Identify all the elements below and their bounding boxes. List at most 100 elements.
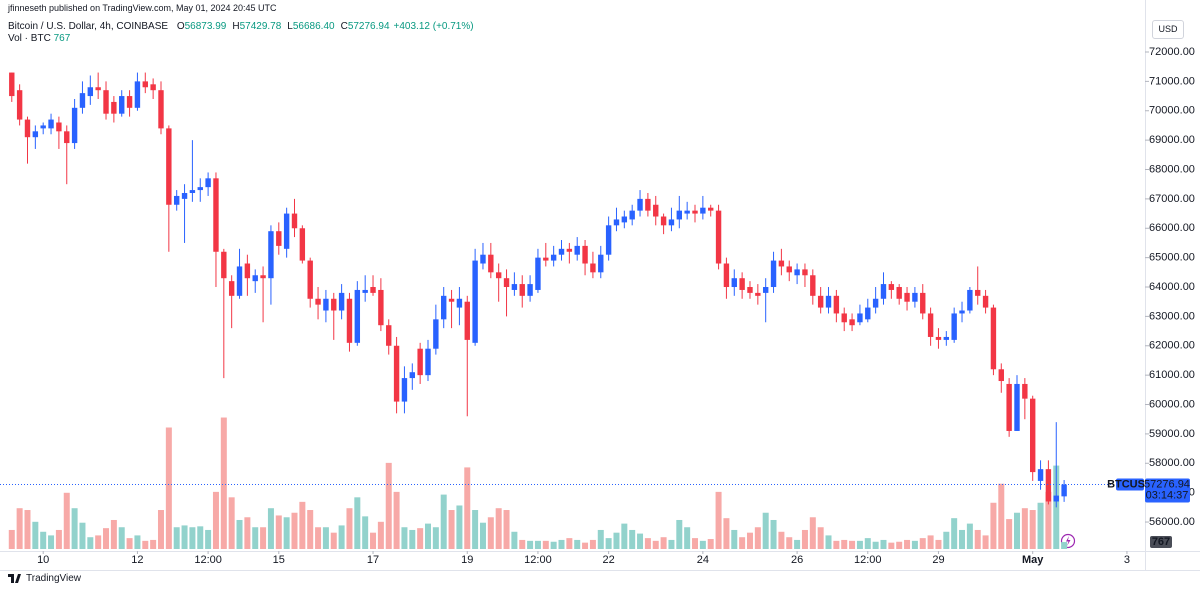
- x-tick-label: May: [1022, 554, 1044, 566]
- volume-bar: [275, 515, 282, 549]
- y-tick-label: 61000.00: [1149, 369, 1195, 381]
- x-tick-label: 17: [367, 554, 379, 566]
- candle-body: [228, 281, 235, 296]
- candle-body: [158, 90, 164, 129]
- candle-body: [920, 292, 926, 314]
- volume-legend: Vol · BTC 767: [8, 33, 70, 44]
- candle-body: [676, 210, 683, 220]
- volume-bar: [95, 535, 102, 549]
- volume-bar: [425, 523, 432, 549]
- candle-body: [865, 307, 871, 320]
- candle-body: [982, 295, 989, 308]
- ohlc-value: 56873.99: [184, 21, 227, 32]
- x-tick-label: 24: [697, 554, 709, 566]
- candle-body: [299, 228, 306, 261]
- volume-bar: [935, 539, 942, 549]
- volume-bar: [464, 467, 471, 549]
- volume-bar: [260, 527, 267, 549]
- volume-bar: [118, 527, 125, 549]
- volume-bar: [676, 519, 683, 549]
- volume-bar: [629, 529, 636, 549]
- candle-body: [9, 72, 15, 97]
- candle-body: [935, 336, 942, 340]
- volume-bar: [157, 510, 164, 549]
- candle-body: [574, 245, 580, 255]
- candle-body: [24, 119, 31, 138]
- volume-bar: [794, 539, 801, 549]
- volume-bar: [692, 538, 699, 549]
- candle-body: [770, 260, 777, 288]
- x-tick-label: 22: [602, 554, 614, 566]
- candle-body: [700, 207, 706, 214]
- volume-bar: [24, 510, 31, 549]
- countdown: 03:14:37: [1146, 489, 1189, 501]
- candle-body: [87, 87, 94, 97]
- volume-bar: [613, 532, 620, 549]
- volume-bar: [527, 540, 534, 549]
- volume-bar: [582, 542, 589, 549]
- volume-bar: [966, 523, 973, 549]
- volume-bar: [1006, 519, 1013, 549]
- volume-bar: [448, 510, 455, 549]
- candle-body: [134, 81, 141, 108]
- price-tag: 57276.94: [1144, 478, 1190, 490]
- volume-bar: [472, 510, 479, 549]
- currency-button[interactable]: USD: [1152, 20, 1184, 39]
- volume-bar: [134, 535, 141, 549]
- candle-body: [653, 204, 659, 217]
- volume-bar: [432, 527, 439, 549]
- candle-body: [967, 289, 973, 311]
- candle-body: [904, 292, 910, 302]
- candle-body: [166, 128, 172, 205]
- candle-body: [268, 231, 274, 279]
- candle-body: [810, 275, 816, 296]
- symbol: Bitcoin / U.S. Dollar, 4h, COINBASE: [8, 21, 169, 32]
- candle-body: [142, 81, 148, 88]
- volume-bar: [919, 538, 926, 549]
- footer: TradingView: [8, 573, 81, 584]
- volume-bar: [849, 540, 856, 549]
- candle-body: [189, 190, 196, 194]
- ohlc-key: O: [176, 21, 185, 32]
- candle-body: [747, 287, 753, 293]
- y-tick-label: 68000.00: [1149, 163, 1195, 175]
- candle-body: [598, 254, 604, 273]
- volume-bar: [267, 508, 274, 549]
- candle-body: [888, 284, 895, 290]
- volume-bar: [503, 510, 510, 549]
- volume-bar: [754, 527, 761, 549]
- volume-bar: [16, 508, 23, 549]
- volume-bar: [990, 502, 997, 549]
- candle-body: [64, 131, 70, 144]
- x-tick-label: 3: [1124, 554, 1130, 566]
- candle-body: [951, 313, 957, 340]
- ohlc-value: 57429.78: [239, 21, 282, 32]
- volume-bar: [32, 521, 39, 549]
- candle-body: [1022, 383, 1028, 399]
- volume-bar: [951, 518, 958, 549]
- volume-bar: [1061, 542, 1068, 549]
- volume-bar: [927, 535, 934, 549]
- candle-body: [527, 284, 533, 296]
- candle-body: [613, 219, 620, 226]
- volume-series: [8, 417, 1068, 549]
- volume-bar: [817, 527, 824, 549]
- volume-bar: [888, 542, 895, 549]
- candle-body: [660, 216, 667, 226]
- volume-bar: [55, 529, 62, 549]
- y-tick-label: 67000.00: [1149, 193, 1195, 205]
- candle-body: [668, 219, 675, 226]
- candle-body: [896, 287, 902, 299]
- volume-bar: [943, 531, 950, 549]
- volume-bar: [370, 532, 377, 549]
- candle-body: [16, 90, 23, 120]
- candle-body: [802, 269, 808, 276]
- volume-bar: [456, 505, 463, 549]
- candle-body: [95, 87, 101, 91]
- volume-bar: [597, 529, 604, 549]
- candle-body: [959, 310, 965, 314]
- volume-bar: [393, 491, 400, 549]
- volume-bar: [660, 537, 667, 549]
- volume-bar: [723, 518, 730, 549]
- volume-bar: [495, 508, 502, 549]
